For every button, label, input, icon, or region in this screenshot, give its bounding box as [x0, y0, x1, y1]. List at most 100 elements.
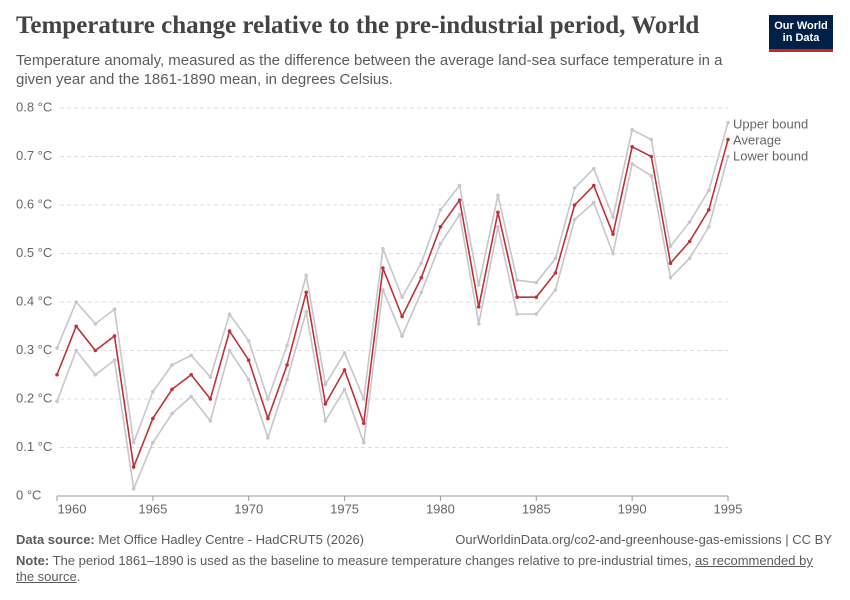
point: [246, 377, 251, 382]
logo[interactable]: Our World in Data: [769, 15, 833, 52]
point: [227, 329, 232, 333]
point: [515, 278, 519, 282]
y-tick-label: 0.4 °C: [16, 293, 52, 308]
note: Note: The period 1861–1890 is used as th…: [16, 553, 831, 585]
point: [246, 358, 251, 363]
point: [726, 120, 730, 125]
point: [438, 225, 443, 229]
point: [55, 346, 59, 350]
point: [630, 145, 634, 149]
point: [572, 186, 577, 190]
point: [112, 307, 117, 312]
point: [649, 154, 654, 159]
point: [208, 397, 213, 401]
point: [74, 348, 78, 353]
point: [361, 397, 366, 401]
legend-label: Upper bound: [733, 116, 808, 131]
series-line: [56, 139, 729, 470]
chart-title: Temperature change relative to the pre-i…: [16, 12, 700, 39]
point: [361, 421, 366, 426]
point: [553, 288, 558, 292]
point: [266, 436, 270, 440]
note-text: The period 1861–1890 is used as the base…: [52, 553, 692, 568]
x-tick-label: 1965: [138, 501, 167, 516]
y-tick-label: 0.8 °C: [16, 99, 52, 114]
point: [476, 283, 481, 287]
y-tick-label: 0.3 °C: [16, 342, 52, 357]
note-label: Note:: [16, 553, 50, 568]
url[interactable]: OurWorldinData.org/co2-and-greenhouse-ga…: [455, 532, 832, 547]
note-link[interactable]: as recommended by the source: [16, 553, 813, 584]
point: [170, 411, 174, 416]
point: [227, 312, 232, 316]
point: [496, 225, 500, 229]
point: [285, 363, 289, 367]
point: [476, 305, 481, 309]
point: [553, 256, 558, 261]
x-tick-label: 1975: [330, 501, 359, 516]
y-tick-label: 0.1 °C: [16, 439, 52, 454]
point: [668, 275, 673, 280]
point: [93, 348, 98, 353]
point: [208, 419, 213, 423]
source-label: Data source:: [16, 532, 95, 547]
point: [266, 397, 270, 401]
point: [112, 334, 117, 338]
point: [151, 440, 155, 445]
x-tick-label: 1970: [234, 501, 263, 516]
point: [630, 161, 634, 166]
point: [496, 193, 500, 198]
point: [611, 251, 615, 256]
point: [93, 372, 98, 377]
point: [438, 242, 443, 246]
point: [189, 372, 193, 377]
point: [476, 322, 481, 326]
source: Data source: Met Office Hadley Centre - …: [16, 532, 364, 547]
point: [323, 419, 328, 423]
point: [342, 368, 347, 372]
x-tick-label: 1995: [714, 501, 743, 516]
point: [342, 387, 347, 392]
point: [668, 244, 673, 249]
series-line: [56, 156, 729, 492]
point: [726, 154, 730, 159]
y-tick-label: 0.5 °C: [16, 245, 52, 260]
x-tick-label: 1990: [618, 501, 647, 516]
point: [381, 246, 385, 251]
point: [266, 416, 270, 421]
point: [534, 295, 539, 299]
y-tick-label: 0.2 °C: [16, 390, 52, 405]
point: [687, 256, 692, 261]
point: [151, 416, 155, 421]
point: [611, 215, 615, 219]
legend-label: Lower bound: [733, 148, 808, 163]
x-tick-label: 1985: [522, 501, 551, 516]
point: [381, 288, 385, 292]
point: [131, 440, 136, 445]
point: [515, 312, 519, 316]
point: [55, 372, 59, 377]
point: [93, 322, 98, 326]
point: [381, 266, 385, 270]
point: [611, 232, 615, 236]
point: [649, 174, 654, 178]
point: [400, 334, 404, 338]
point: [668, 261, 673, 266]
point: [131, 465, 136, 469]
point: [496, 210, 500, 215]
point: [687, 239, 692, 244]
point: [457, 212, 462, 217]
point: [342, 351, 347, 355]
point: [151, 389, 155, 394]
point: [131, 486, 136, 491]
point: [707, 188, 711, 193]
point: [572, 217, 577, 222]
point: [189, 394, 193, 399]
point: [304, 273, 309, 278]
point: [400, 295, 404, 299]
point: [726, 137, 730, 142]
point: [208, 375, 213, 379]
point: [707, 225, 711, 229]
series-line: [56, 122, 729, 443]
source-text: Met Office Hadley Centre - HadCRUT5 (202…: [98, 532, 365, 547]
